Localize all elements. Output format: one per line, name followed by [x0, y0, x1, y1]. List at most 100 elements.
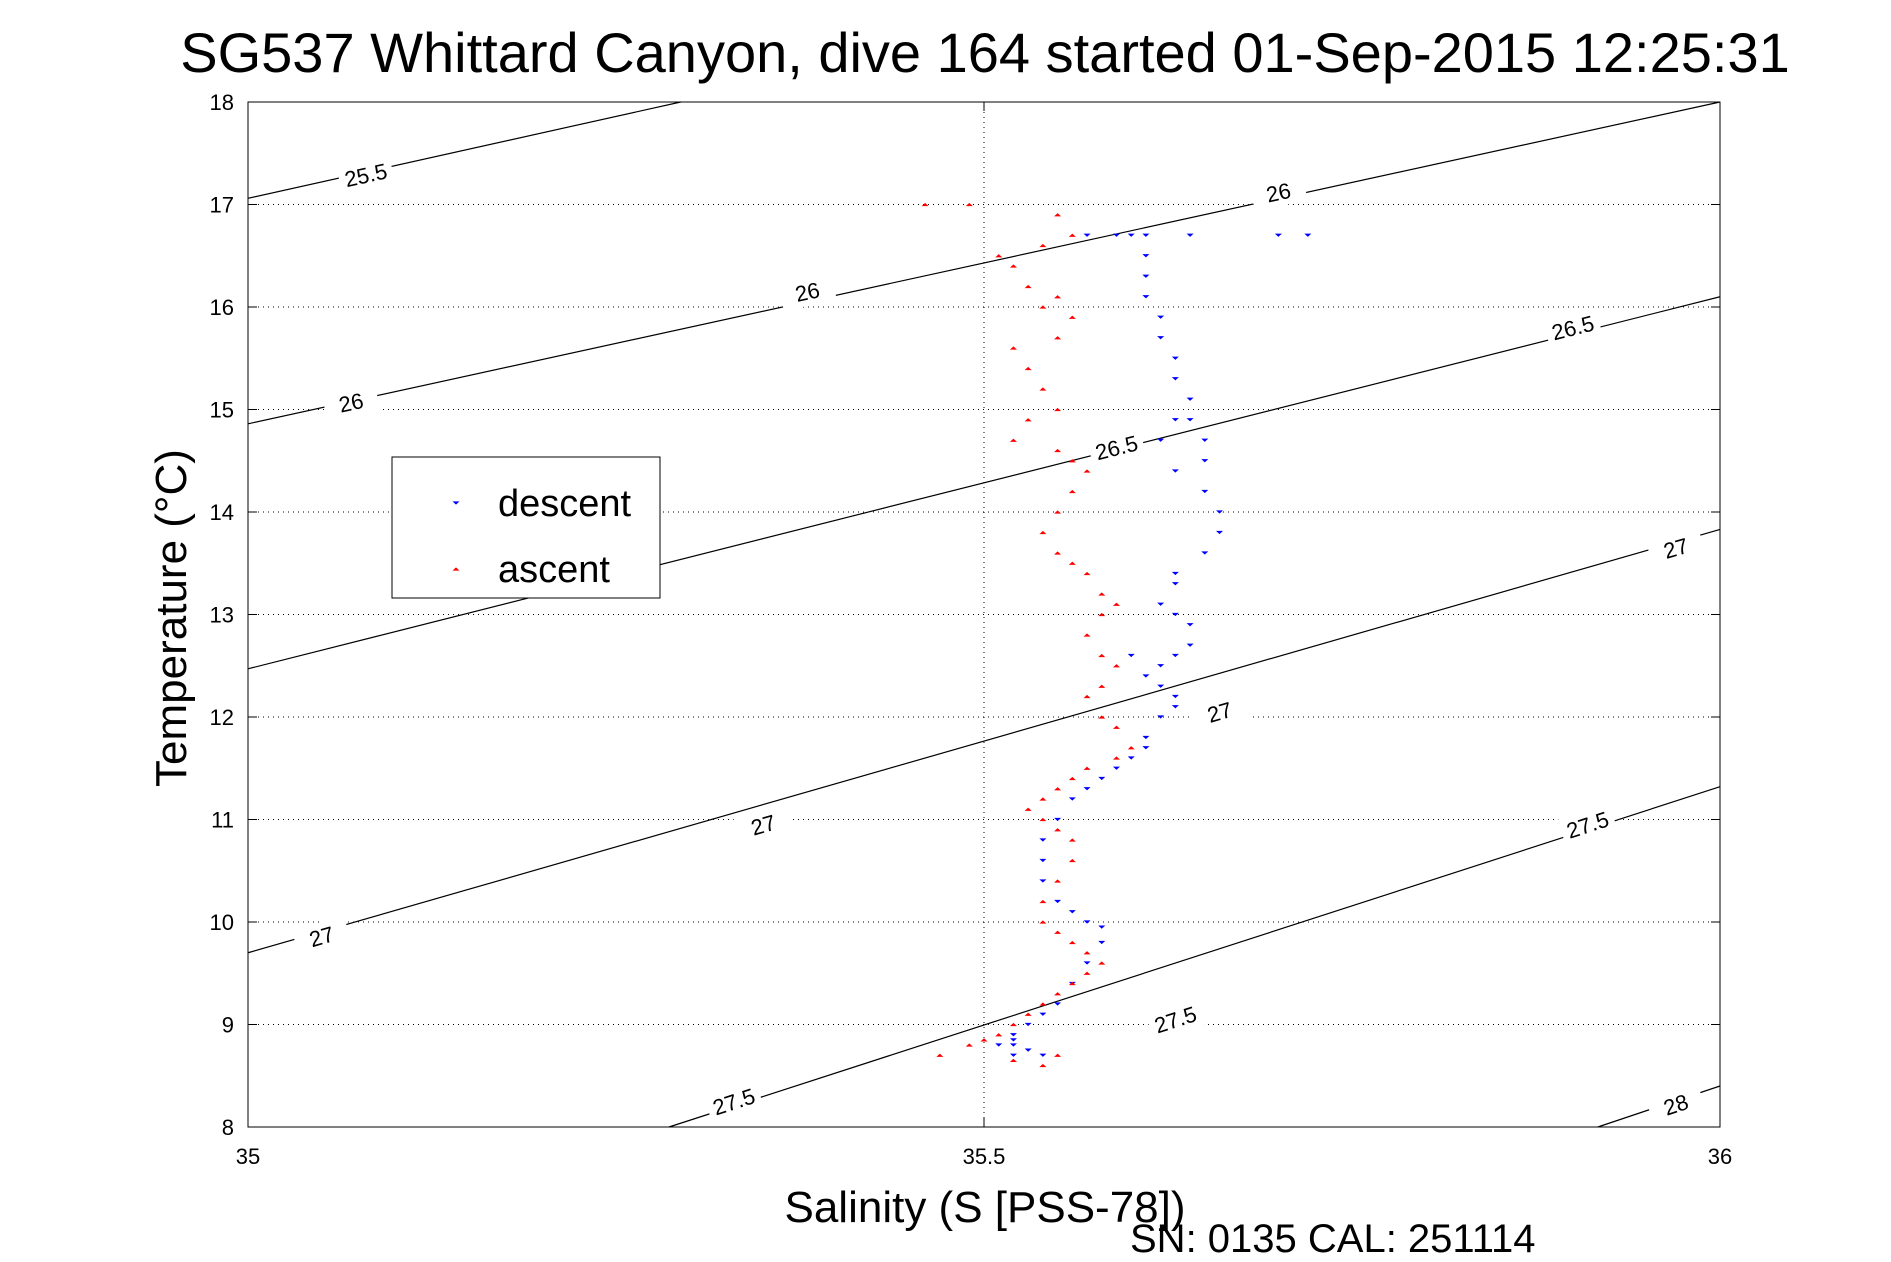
contour-label-background: [291, 915, 352, 958]
contour-label-background: [1543, 307, 1603, 348]
ascent-point: [1024, 366, 1032, 371]
descent-point: [1142, 735, 1150, 740]
y-axis-label: Temperature (°C): [147, 449, 196, 787]
descent-point: [1127, 653, 1135, 658]
descent-point: [1186, 623, 1194, 627]
legend-label-ascent: ascent: [498, 549, 610, 591]
ascent-point: [1068, 315, 1076, 319]
series-descent: [995, 233, 1312, 1057]
descent-point: [1127, 756, 1135, 760]
ascent-point: [1083, 469, 1091, 473]
descent-point: [1171, 356, 1179, 360]
ascent-point: [1024, 418, 1032, 422]
ascent-point: [1068, 981, 1076, 986]
ascent-point: [1024, 1012, 1032, 1016]
descent-point: [1171, 705, 1179, 709]
ascent-point: [1009, 346, 1017, 350]
legend-box: [391, 456, 661, 599]
ascent-point: [1068, 838, 1076, 842]
ascent-point: [1054, 828, 1062, 832]
descent-point: [1083, 961, 1091, 965]
y-tick-label: 11: [211, 808, 234, 833]
descent-point: [1068, 910, 1076, 914]
contour-line-27-5: [668, 786, 1721, 1128]
y-tick-label: 9: [222, 1013, 234, 1038]
ascent-point: [1098, 653, 1106, 658]
descent-point: [1083, 920, 1091, 924]
ascent-point: [1083, 766, 1091, 770]
ascent-point: [1039, 899, 1047, 904]
data-points: [921, 202, 1312, 1068]
descent-point: [1171, 571, 1179, 576]
ascent-point: [1039, 1002, 1047, 1006]
ascent-point: [1112, 725, 1120, 729]
descent-point: [1216, 530, 1224, 535]
descent-point: [1171, 377, 1179, 381]
descent-point: [1201, 551, 1209, 555]
ascent-point: [1039, 817, 1047, 822]
descent-point: [1039, 838, 1047, 842]
contour-label-background: [336, 155, 396, 195]
ascent-point: [965, 1043, 973, 1047]
contour-line-26-5: [247, 296, 1721, 670]
x-tick-label: 35: [236, 1144, 260, 1169]
contour-label-background: [1086, 427, 1147, 468]
contour-label-background: [777, 272, 837, 312]
ascent-point: [1054, 992, 1062, 996]
ascent-point: [1009, 1022, 1017, 1027]
ascent-point: [1083, 971, 1091, 975]
ascent-point: [1112, 602, 1120, 606]
descent-point: [1157, 438, 1165, 442]
descent-point: [1142, 254, 1150, 258]
ascent-point: [1083, 633, 1091, 637]
descent-point: [1127, 233, 1135, 237]
descent-point: [1216, 510, 1224, 514]
ascent-point: [1068, 776, 1076, 781]
ascent-point: [1054, 295, 1062, 299]
chart-title: SG537 Whittard Canyon, dive 164 started …: [180, 21, 1789, 84]
descent-point: [1142, 233, 1150, 237]
ascent-point: [921, 202, 929, 207]
descent-point: [1171, 582, 1179, 586]
descent-point: [1054, 899, 1062, 904]
ascent-point: [1098, 612, 1106, 617]
contour-label-background: [1557, 802, 1618, 847]
ascent-point: [995, 254, 1003, 258]
descent-point: [1142, 274, 1150, 278]
ascent-point: [1054, 551, 1062, 555]
descent-point: [1098, 776, 1106, 781]
descent-point: [1054, 1002, 1062, 1006]
contour-label-background: [1646, 526, 1706, 569]
ascent-point: [1054, 787, 1062, 791]
descent-point: [1039, 1012, 1047, 1016]
y-tick-label: 18: [210, 90, 234, 115]
ascent-point: [1039, 305, 1047, 309]
descent-point: [1083, 233, 1091, 237]
y-tick-label: 15: [210, 398, 234, 423]
descent-point: [1083, 787, 1091, 791]
ascent-point: [1039, 530, 1047, 535]
ascent-point: [1009, 438, 1017, 442]
descent-point: [1039, 1053, 1047, 1057]
descent-point: [1157, 684, 1165, 688]
contour-label-background: [321, 382, 381, 422]
contour-label: 26: [337, 388, 366, 418]
ascent-point: [1098, 715, 1106, 719]
descent-point: [1009, 1033, 1017, 1037]
ascent-point: [1009, 264, 1017, 268]
ascent-point: [1098, 592, 1106, 596]
ascent-point: [980, 1038, 988, 1042]
ascent-point: [1054, 510, 1062, 514]
contour-line-26: [247, 101, 1721, 425]
ascent-point: [1039, 387, 1047, 391]
y-tick-label: 13: [210, 603, 234, 628]
descent-point: [1142, 746, 1150, 750]
contour-line-27: [247, 528, 1721, 954]
descent-point: [1098, 925, 1106, 929]
descent-point: [1024, 1048, 1032, 1052]
y-tick-label: 10: [210, 910, 234, 935]
ascent-point: [1054, 336, 1062, 340]
descent-point: [1157, 664, 1165, 668]
